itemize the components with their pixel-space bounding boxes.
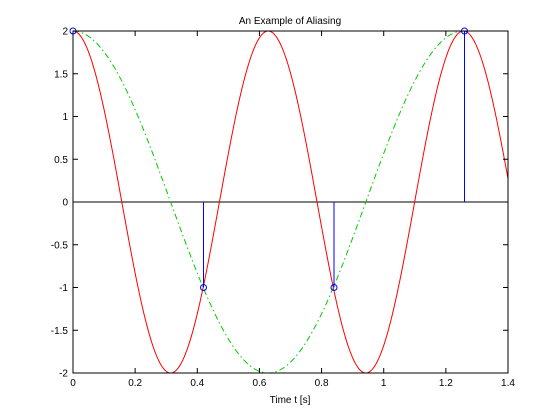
stem-marker xyxy=(200,284,207,291)
x-tick-label: 0.4 xyxy=(190,378,204,389)
x-tick-label: 1.2 xyxy=(439,378,453,389)
y-tick-label: -0.5 xyxy=(51,240,69,251)
y-tick-label: 0.5 xyxy=(54,155,68,166)
x-tick-label: 0.2 xyxy=(128,378,142,389)
y-tick-label: -1.5 xyxy=(51,326,69,337)
y-tick-label: -1 xyxy=(59,283,68,294)
x-tick-label: 1 xyxy=(381,378,387,389)
y-tick-label: 1.5 xyxy=(54,69,68,80)
x-tick-label: 1.4 xyxy=(501,378,515,389)
stem-marker xyxy=(330,284,338,291)
series-line-1 xyxy=(72,30,509,374)
ticks-layer: 0 0.2 0.4 0.6 0.8 1 1.2 1.4 -2 -1.5 -1 -0.5 0 0.5 1 1.5… xyxy=(51,27,516,390)
chart-title: An Example of Aliasing xyxy=(239,16,341,27)
y-tick-label: -2 xyxy=(59,369,68,380)
y-tick-label: 2 xyxy=(62,27,68,38)
x-tick-label: 0 xyxy=(70,378,76,389)
y-tick-label: 1 xyxy=(62,112,68,123)
x-tick-label: 0.6 xyxy=(252,378,266,389)
x-axis-label: Time t [s] xyxy=(270,395,311,406)
y-tick-label: 0 xyxy=(62,198,68,209)
x-tick-label: 0.8 xyxy=(315,378,329,389)
